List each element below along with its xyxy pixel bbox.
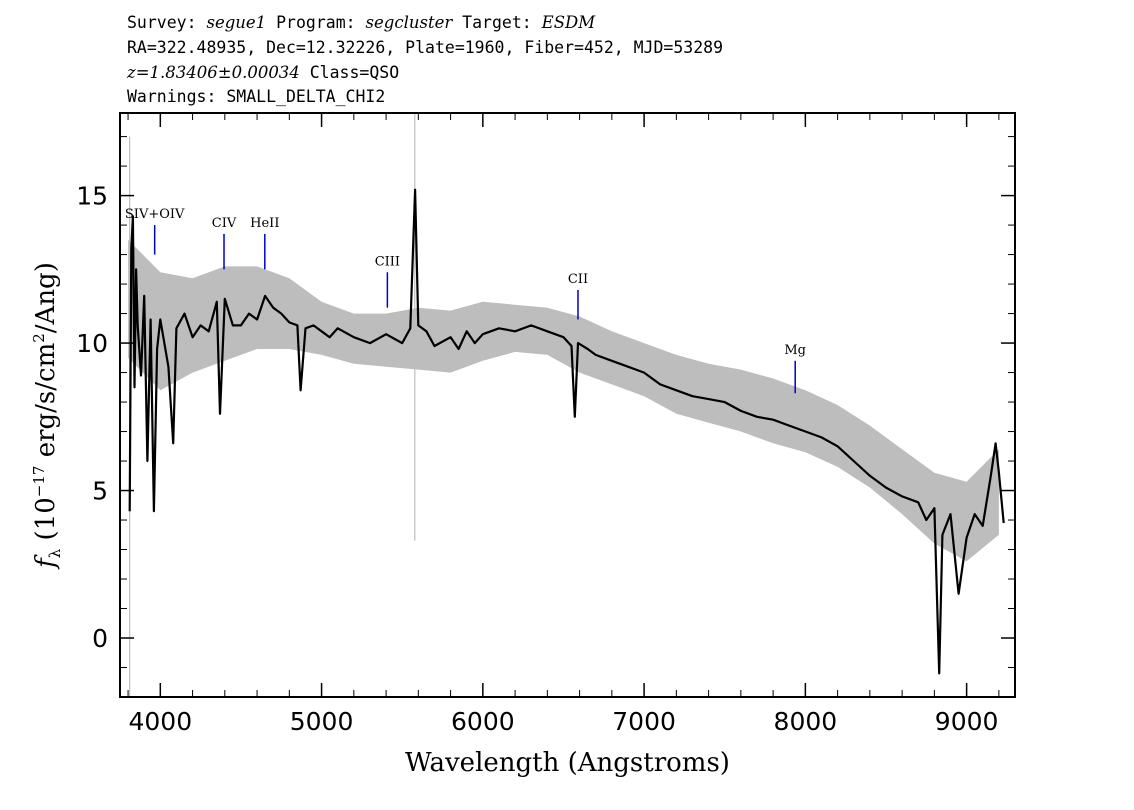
program-label: Program: (276, 13, 356, 32)
y-label-exp1: −17 (30, 466, 48, 498)
marker-label-heii: HeII (250, 216, 279, 231)
error-envelope (128, 239, 999, 562)
line-marker-layer: SIV+OIV CIV HeII CIII CII Mg (125, 207, 806, 394)
y-tick-label-5: 5 (92, 477, 108, 506)
x-tick-label-8000: 8000 (774, 707, 838, 736)
axis-ticks: 4000 5000 6000 7000 8000 9000 0 5 10 15 (76, 113, 1015, 736)
y-label-mid: erg/s/cm (31, 343, 61, 466)
survey-label: Survey: (127, 13, 197, 32)
y-label-sub: λ (46, 548, 64, 558)
plot-frame (119, 112, 1016, 698)
x-tick-label-5000: 5000 (290, 707, 354, 736)
header-line-1: Survey: segue1 Program: segcluster Targe… (127, 12, 595, 34)
y-axis-label: fλ (10−17 erg/s/cm2/Ang) (30, 262, 64, 570)
marker-label-ciii: CIII (375, 254, 400, 269)
header-line-3: z=1.83406±0.00034 Class=QSO (127, 62, 399, 84)
header-line-4: Warnings: SMALL_DELTA_CHI2 (127, 87, 386, 106)
error-envelope-layer (128, 239, 999, 562)
y-label-pre: (10 (31, 497, 61, 549)
y-tick-label-15: 15 (76, 182, 108, 211)
target-value: ESDM (541, 13, 596, 32)
x-tick-label-6000: 6000 (451, 707, 515, 736)
flux-layer (128, 188, 1005, 675)
class-value: Class=QSO (309, 63, 400, 82)
flux-line (128, 188, 1005, 675)
marker-label-siv-oiv: SIV+OIV (125, 207, 185, 222)
x-tick-label-7000: 7000 (612, 707, 676, 736)
spike-layer (129, 113, 416, 697)
marker-label-mg: Mg (784, 343, 806, 358)
marker-label-cii: CII (568, 272, 588, 287)
header-line-2: RA=322.48935, Dec=12.32226, Plate=1960, … (127, 38, 724, 57)
redshift-value: z=1.83406±0.00034 (127, 63, 300, 82)
y-label-post: /Ang) (31, 262, 61, 333)
x-tick-label-9000: 9000 (935, 707, 999, 736)
program-value: segcluster (365, 13, 453, 32)
x-tick-label-4000: 4000 (129, 707, 193, 736)
survey-value: segue1 (206, 13, 267, 32)
y-tick-label-10: 10 (76, 329, 108, 358)
y-label-exp2: 2 (30, 333, 48, 343)
x-axis-label: Wavelength (Angstroms) (405, 748, 730, 778)
target-label: Target: (462, 13, 532, 32)
y-tick-label-0: 0 (92, 624, 108, 653)
marker-label-civ: CIV (212, 216, 237, 231)
